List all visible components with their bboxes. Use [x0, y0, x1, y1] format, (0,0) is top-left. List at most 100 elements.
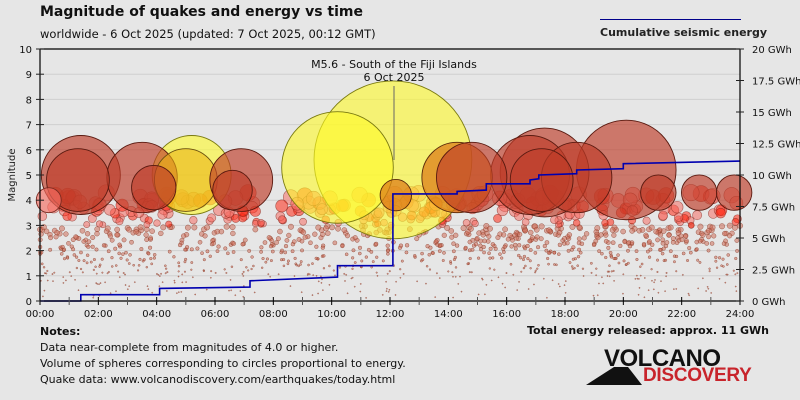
quake-dot — [113, 246, 118, 251]
quake-dot — [595, 267, 598, 270]
quake-dot — [667, 224, 674, 231]
quake-dot — [351, 276, 354, 279]
y2-tick-label: 2.5 GWh — [752, 266, 795, 277]
quake-dot — [62, 276, 65, 278]
quake-dot — [648, 224, 655, 231]
x-tick-label: 04:00 — [142, 309, 171, 320]
quake-dot — [675, 270, 678, 273]
quake-dot — [478, 243, 483, 248]
quake-dot — [119, 256, 123, 260]
quake-dot — [507, 232, 513, 239]
quake-dot — [328, 283, 331, 286]
quake-dot — [535, 245, 541, 250]
quake-dot — [544, 248, 549, 253]
quake-dot — [369, 250, 374, 254]
quake-dot — [239, 258, 243, 262]
quake-dot — [524, 264, 527, 268]
quake-dot — [681, 251, 686, 256]
quake-dot — [626, 261, 630, 265]
quake-dot — [509, 244, 514, 249]
volcanodiscovery-logo[interactable]: VOLCANO DISCOVERY — [586, 345, 756, 389]
quake-dot — [657, 291, 660, 294]
quake-dot — [637, 293, 640, 296]
quake-dot — [124, 250, 128, 255]
quake-dot — [180, 290, 183, 293]
quake-dot — [528, 248, 533, 252]
quake-dot — [191, 276, 194, 279]
quake-dot — [470, 247, 475, 252]
quake-dot — [373, 241, 379, 247]
quake-dot — [161, 281, 164, 284]
quake-dot — [100, 257, 104, 261]
quake-dot — [656, 270, 659, 273]
quake-dot — [606, 275, 609, 277]
quake-dot — [65, 279, 67, 282]
quake-dot — [359, 290, 362, 293]
quake-dot — [307, 263, 310, 267]
quake-dot — [72, 253, 77, 257]
quake-dot — [529, 267, 532, 270]
quake-dot — [53, 234, 59, 240]
quake-dot — [454, 266, 458, 269]
x-tick-label: 16:00 — [492, 309, 521, 320]
quake-dot — [639, 265, 642, 268]
x-tick-label: 24:00 — [726, 309, 755, 320]
quake-dot — [581, 235, 587, 241]
quake-dot — [312, 274, 315, 277]
quake-dot — [542, 277, 545, 280]
quake-circle — [157, 209, 168, 220]
quake-dot — [357, 251, 362, 256]
quake-dot — [320, 282, 323, 284]
quake-dot — [269, 259, 273, 263]
quake-dot — [501, 250, 506, 255]
quake-dot — [252, 264, 255, 268]
quake-dot — [734, 256, 738, 261]
quake-dot — [571, 257, 575, 261]
quake-dot — [70, 275, 73, 278]
quake-circle — [83, 221, 91, 229]
quake-dot — [451, 271, 454, 274]
quake-dot — [634, 249, 639, 254]
quake-dot — [385, 280, 387, 283]
quake-dot — [164, 272, 167, 275]
quake-dot — [603, 238, 609, 244]
quake-dot — [122, 272, 125, 274]
quake-dot — [675, 288, 678, 290]
quake-dot — [675, 230, 682, 236]
quake-dot — [202, 233, 208, 239]
y2-tick-label: 5 GWh — [752, 234, 786, 245]
quake-dot — [177, 264, 181, 268]
quake-dot — [498, 252, 502, 256]
quake-dot — [351, 267, 354, 270]
quake-dot — [460, 225, 467, 232]
quake-dot — [557, 283, 560, 285]
quake-dot — [487, 225, 493, 232]
quake-dot — [501, 282, 504, 285]
quake-dot — [247, 269, 250, 272]
quake-dot — [702, 277, 704, 280]
quake-dot — [68, 271, 71, 274]
quake-dot — [438, 277, 441, 279]
quake-dot — [230, 289, 233, 292]
quake-dot — [322, 254, 326, 258]
quake-dot — [557, 242, 563, 248]
quake-dot — [166, 290, 168, 292]
quake-dot — [650, 268, 653, 271]
y2-tick-label: 12.5 GWh — [752, 140, 800, 151]
x-tick-label: 12:00 — [376, 309, 405, 320]
quake-dot — [551, 279, 554, 282]
quake-dot — [259, 249, 263, 254]
quake-dot — [518, 281, 520, 283]
quake-dot — [104, 281, 106, 284]
quake-dot — [727, 233, 733, 239]
quake-dot — [428, 245, 433, 250]
quake-dot — [705, 227, 712, 234]
quake-circle — [687, 221, 695, 229]
quake-dot — [250, 255, 254, 259]
quake-dot — [534, 271, 537, 274]
quake-dot — [145, 265, 149, 269]
quake-dot — [718, 277, 721, 280]
quake-dot — [42, 266, 46, 269]
quake-dot — [110, 256, 114, 260]
quake-dot — [77, 289, 80, 292]
